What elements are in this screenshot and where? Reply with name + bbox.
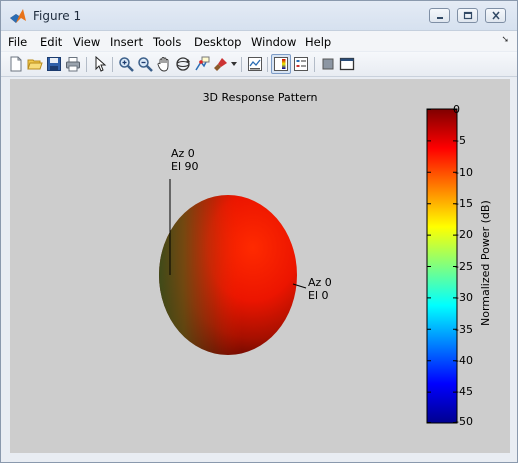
- annotation-azimuth-label: Az 0: [171, 147, 195, 160]
- colorbar-tick-label: -25: [455, 260, 473, 273]
- menu-view[interactable]: View: [73, 35, 101, 49]
- menu-help[interactable]: Help: [305, 35, 332, 49]
- colorbar-tick-label: -40: [455, 354, 473, 367]
- colorbar-label: Normalized Power (dB): [479, 200, 492, 326]
- toolbar-separator: [112, 57, 113, 72]
- toolbar-separator: [86, 57, 87, 72]
- link-plot-icon[interactable]: [247, 56, 263, 72]
- zoom-in-icon[interactable]: [118, 56, 134, 72]
- matlab-logo-icon: [10, 9, 26, 23]
- azimuth-axis-line: [292, 283, 307, 289]
- colorbar-tick-label: -30: [455, 291, 473, 304]
- maximize-button[interactable]: [457, 8, 478, 23]
- menu-edit[interactable]: Edit: [40, 35, 63, 49]
- colorbar-tick-label: -15: [455, 197, 473, 210]
- new-figure-icon[interactable]: [8, 56, 24, 72]
- colorbar-tick-label: -35: [455, 323, 473, 336]
- toolbar-separator: [314, 57, 315, 72]
- annotation-elevation-label: El 90: [171, 160, 199, 173]
- window-title: Figure 1: [33, 9, 82, 23]
- colorbar-tick-label: -45: [455, 385, 473, 398]
- colorbar-tick-label: -50: [455, 415, 473, 428]
- minimize-icon: [437, 17, 443, 19]
- close-button[interactable]: [485, 8, 506, 23]
- colorbar-tick-label: -10: [455, 166, 473, 179]
- annotation-azimuth-label: Az 0: [308, 276, 332, 289]
- rotate-3d-icon[interactable]: [175, 56, 191, 72]
- hide-plot-tools-icon[interactable]: [320, 56, 336, 72]
- colorbar-tick-label: -20: [455, 228, 473, 241]
- zoom-out-icon[interactable]: [137, 56, 153, 72]
- title-bar[interactable]: Figure 1: [1, 1, 517, 31]
- minimize-button[interactable]: [429, 8, 450, 23]
- close-icon: [492, 11, 500, 20]
- colorbar-icon[interactable]: [273, 56, 289, 72]
- annotation-az0-el90: Az 0 El 90: [171, 147, 199, 173]
- brush-dropdown-icon[interactable]: [231, 62, 237, 67]
- colorbar-tick-label: 0: [453, 103, 460, 116]
- colorbar[interactable]: [426, 108, 458, 424]
- legend-icon[interactable]: [293, 56, 309, 72]
- menu-bar: File Edit View Insert Tools Desktop Wind…: [1, 31, 517, 51]
- show-plot-tools-icon[interactable]: [339, 56, 355, 72]
- menu-desktop[interactable]: Desktop: [194, 35, 242, 49]
- colorbar-tick-label: -5: [455, 134, 466, 147]
- menu-file[interactable]: File: [8, 35, 28, 49]
- arrow-select-icon[interactable]: [92, 56, 108, 72]
- print-icon[interactable]: [65, 56, 81, 72]
- response-pattern-3d-plot[interactable]: [10, 79, 510, 453]
- dock-arrow-icon[interactable]: ➘: [501, 35, 509, 45]
- data-cursor-icon[interactable]: [194, 56, 210, 72]
- surface-shading: [159, 195, 297, 355]
- figure-canvas[interactable]: 3D Response Pattern: [10, 79, 510, 453]
- menu-window[interactable]: Window: [251, 35, 297, 49]
- menu-tools[interactable]: Tools: [153, 35, 182, 49]
- save-icon[interactable]: [46, 56, 62, 72]
- brush-icon[interactable]: [213, 56, 229, 72]
- maximize-icon: [463, 11, 473, 20]
- toolbar-separator: [241, 57, 242, 72]
- annotation-elevation-label: El 0: [308, 289, 329, 302]
- toolbar-separator: [267, 57, 268, 72]
- figure-toolbar: [1, 52, 517, 77]
- menu-insert[interactable]: Insert: [110, 35, 143, 49]
- pan-hand-icon[interactable]: [156, 56, 172, 72]
- colorbar-tick-marks: [427, 109, 457, 423]
- annotation-az0-el0: Az 0 El 0: [308, 276, 332, 302]
- plot-title: 3D Response Pattern: [202, 91, 318, 104]
- open-file-icon[interactable]: [27, 56, 43, 72]
